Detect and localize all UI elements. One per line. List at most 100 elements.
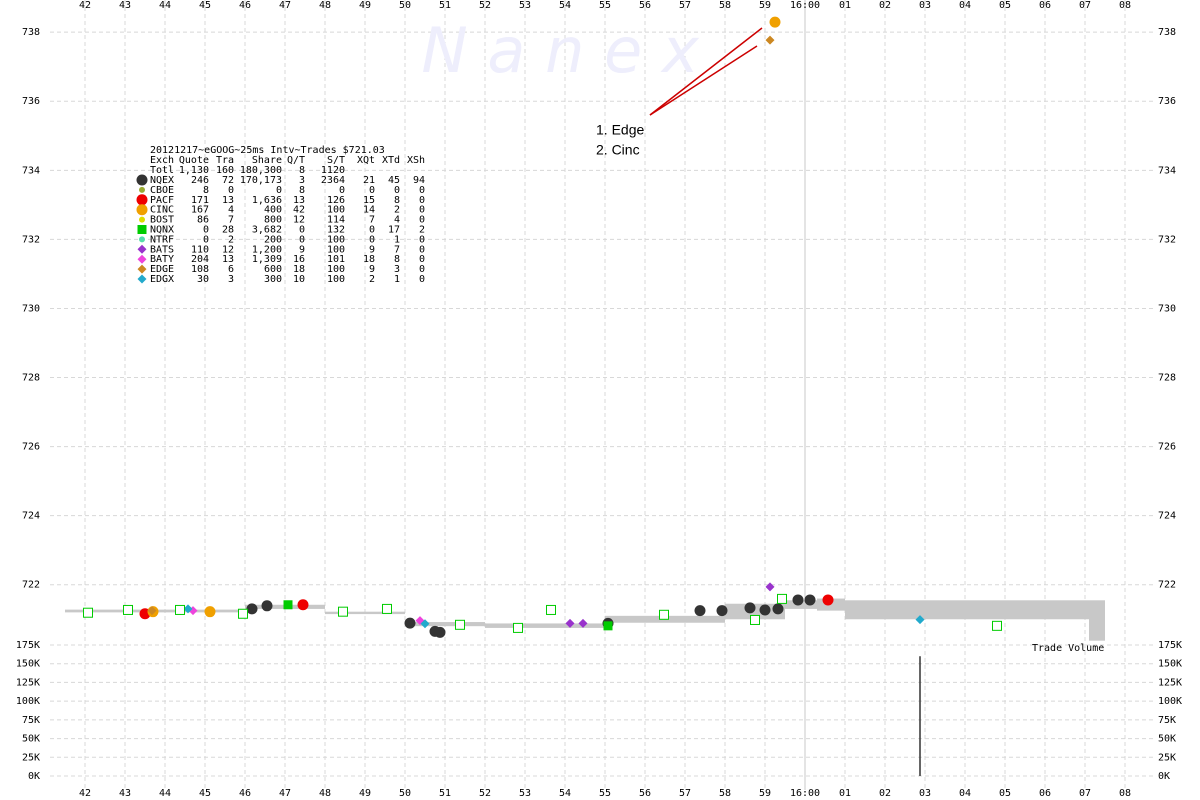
table-cell: 72 [222,175,234,186]
y-tick-label: 722 [1158,580,1176,591]
table-cell: Totl [150,165,174,176]
y-tick-label: 738 [1158,27,1176,38]
table-cell: 246 [191,175,209,186]
table-header: Exch [150,155,174,166]
x-tick-label: 48 [319,0,331,11]
table-cell: 160 [216,165,234,176]
y-tick-label: 736 [1158,96,1176,107]
x-tick-label: 03 [919,0,931,11]
table-cell: 0 [299,225,305,236]
x-tick-label: 01 [839,788,851,799]
annotation-arrow [649,27,763,116]
price-band [725,603,785,620]
trade-marker [792,594,804,606]
y2-tick-label: 175K [1158,640,1182,651]
x-tick-label: 49 [359,0,371,11]
trade-marker [744,602,756,614]
table-cell: 170,173 [240,175,282,186]
x-tick-label: 16:00 [790,788,820,799]
y-tick-label: 724 [1158,511,1176,522]
x-tick-label: 58 [719,788,731,799]
legend-entry: EDGX [150,274,174,285]
table-cell: 2 [369,274,375,285]
table-cell: 8 [299,185,305,196]
table-cell: 1,309 [252,254,282,265]
x-tick-label: 59 [759,788,771,799]
table-cell: 14 [363,205,375,216]
x-tick-label: 02 [879,0,891,11]
x-tick-label: 03 [919,788,931,799]
y2-tick-label: 0K [28,771,40,782]
table-cell: 100 [327,244,345,255]
legend-entry: NQEX [150,175,174,186]
y-tick-label: 728 [1158,373,1176,384]
y2-tick-label: 25K [1158,752,1176,763]
x-tick-label: 07 [1079,788,1091,799]
table-cell: 13 [222,195,234,206]
table-cell: 204 [191,254,209,265]
table-cell: 0 [276,185,282,196]
table-cell: 8 [394,254,400,265]
table-cell: 2 [228,234,234,245]
quote-marker [123,604,133,615]
table-cell: 100 [327,264,345,275]
legend-entry: PACF [150,195,174,206]
x-tick-label: 54 [559,788,571,799]
table-cell: 9 [369,244,375,255]
legend-entry: BATY [150,254,174,265]
y2-tick-label: 125K [1158,677,1182,688]
table-cell: 0 [419,185,425,196]
price-band [1089,600,1105,641]
table-cell: 114 [327,215,345,226]
x-tick-label: 58 [719,0,731,11]
table-cell: 1 [394,234,400,245]
table-cell: 1,200 [252,244,282,255]
legend-entry: NTRF [150,234,174,245]
table-header: Q/T [287,155,305,166]
table-header: S/T [327,155,345,166]
y-tick-label: 728 [22,373,40,384]
table-cell: 7 [228,215,234,226]
trade-marker [772,603,784,615]
x-tick-label: 44 [159,788,171,799]
table-cell: 8 [299,165,305,176]
table-cell: 13 [293,195,305,206]
x-tick-label: 05 [999,0,1011,11]
trade-marker [765,582,775,592]
y-tick-label: 732 [22,234,40,245]
grid: 4242434344444545464647474848494950505151… [16,0,1182,799]
y2-tick-label: 175K [16,640,40,651]
table-cell: 18 [293,264,305,275]
trade-marker [404,617,416,629]
x-tick-label: 49 [359,788,371,799]
trade-marker [297,599,309,611]
legend-symbol [136,204,148,216]
trade-marker [434,626,446,638]
y2-tick-label: 100K [16,696,40,707]
x-tick-label: 43 [119,0,131,11]
annotation-arrow [649,45,758,116]
x-tick-label: 16:00 [790,0,820,11]
x-tick-label: 47 [279,788,291,799]
table-cell: 0 [419,215,425,226]
x-tick-label: 53 [519,788,531,799]
quote-marker [659,609,669,620]
table-cell: 21 [363,175,375,186]
trade-marker [694,605,706,617]
table-cell: 1 [394,274,400,285]
y-tick-label: 730 [22,303,40,314]
legend-entry: BOST [150,215,174,226]
table-cell: 2 [419,225,425,236]
y-tick-label: 732 [1158,234,1176,245]
y2-tick-label: 100K [1158,696,1182,707]
trade-marker [765,35,775,45]
table-cell: 42 [293,205,305,216]
x-tick-label: 51 [439,788,451,799]
price-band [325,611,405,615]
x-tick-label: 45 [199,0,211,11]
table-cell: 7 [394,244,400,255]
x-tick-label: 43 [119,788,131,799]
table-cell: 300 [264,274,282,285]
